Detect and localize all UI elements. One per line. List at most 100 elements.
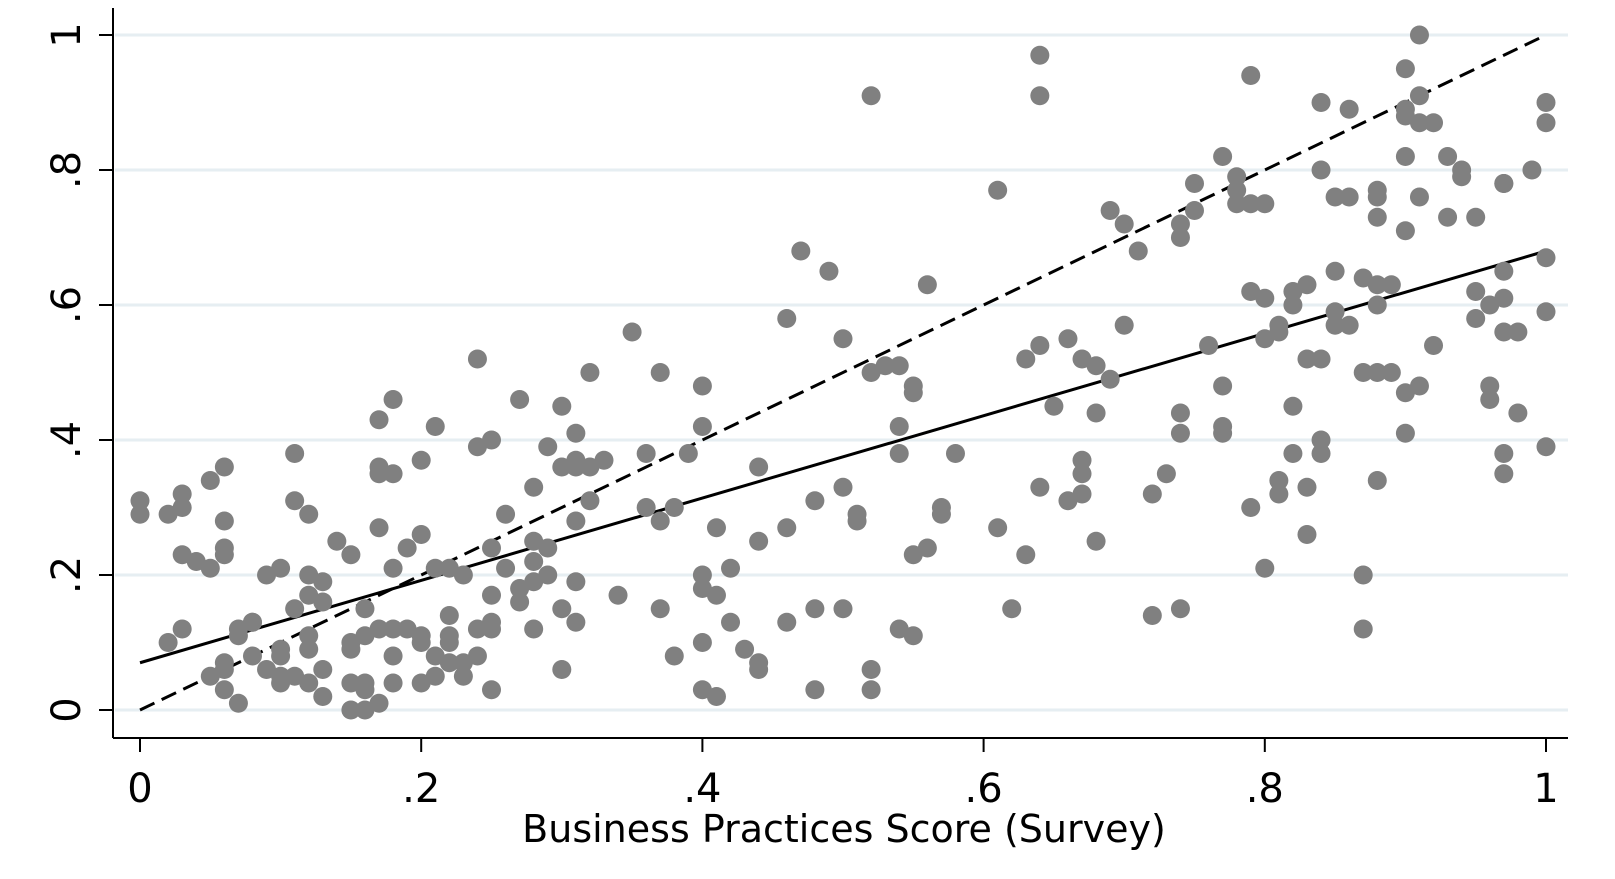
data-point [271, 666, 291, 686]
data-point [875, 356, 895, 376]
data-point [945, 444, 965, 463]
data-point [383, 558, 403, 578]
data-point [1409, 25, 1429, 45]
data-point [524, 531, 544, 551]
data-point [524, 477, 544, 497]
data-point [692, 565, 712, 585]
data-point [1255, 288, 1275, 308]
data-point [1367, 363, 1387, 382]
data-point [299, 626, 319, 646]
data-point [1297, 477, 1317, 497]
data-point [172, 484, 192, 504]
data-point [1170, 214, 1190, 234]
data-point [467, 349, 487, 369]
data-point [580, 363, 600, 382]
data-point [622, 322, 642, 342]
data-point [257, 565, 277, 585]
data-point [917, 538, 937, 558]
data-point [1030, 86, 1050, 106]
data-point [228, 626, 248, 646]
data-point [1466, 207, 1486, 227]
data-point [482, 680, 501, 700]
data-point [1199, 336, 1219, 355]
data-point [833, 329, 853, 349]
data-point [1255, 329, 1275, 349]
data-point [453, 565, 473, 585]
data-point [172, 498, 192, 517]
data-point [538, 538, 558, 558]
data-point [299, 585, 319, 605]
data-point [1269, 471, 1289, 490]
y-tick-label: .6 [44, 286, 90, 324]
data-point [1424, 113, 1444, 133]
data-point [1438, 147, 1458, 166]
data-point [566, 572, 586, 592]
data-point [1339, 99, 1359, 119]
data-point [1030, 45, 1050, 65]
data-point [1283, 396, 1303, 416]
data-point [1409, 86, 1429, 106]
data-point [242, 646, 262, 666]
data-point [524, 572, 544, 592]
data-point [425, 417, 445, 436]
data-point [1381, 275, 1401, 295]
data-point [1297, 275, 1317, 295]
data-point [1311, 93, 1331, 112]
data-point [228, 693, 248, 713]
data-point [889, 619, 909, 639]
data-point [341, 673, 361, 693]
y-tick-label: 0 [44, 697, 90, 722]
fit-lines [139, 33, 1547, 712]
data-point [566, 612, 586, 632]
data-point [1311, 349, 1331, 369]
data-point [805, 491, 825, 511]
data-point [453, 653, 473, 673]
data-point [889, 444, 909, 463]
data-point [988, 518, 1008, 538]
data-point [1409, 187, 1429, 207]
data-point [257, 660, 277, 679]
data-point [580, 491, 600, 511]
data-point [636, 444, 656, 463]
data-point [1536, 437, 1556, 457]
data-point [496, 558, 516, 578]
data-point [130, 491, 150, 511]
data-point [1114, 315, 1134, 335]
data-point [1409, 113, 1429, 133]
grid-lines [115, 33, 1568, 712]
data-point [566, 457, 586, 477]
data-point [383, 673, 403, 693]
data-point [411, 525, 431, 544]
data-point [1466, 309, 1486, 328]
data-point [1100, 201, 1120, 220]
data-point [664, 498, 684, 517]
data-point [833, 477, 853, 497]
data-point [327, 531, 347, 551]
data-point [383, 464, 403, 484]
data-point [1227, 194, 1247, 214]
data-point [903, 376, 923, 396]
data-point [1086, 356, 1106, 376]
data-point [1156, 464, 1176, 484]
data-point [1297, 525, 1317, 544]
data-point [721, 612, 741, 632]
data-point [1072, 349, 1092, 369]
data-point [1522, 160, 1542, 180]
data-point [214, 545, 234, 565]
data-point [425, 558, 445, 578]
data-point [496, 504, 516, 524]
data-point [1227, 180, 1247, 200]
data-point [749, 653, 769, 673]
data-point [1241, 282, 1261, 301]
data-point [819, 261, 839, 281]
data-point [1142, 484, 1162, 504]
data-point [1339, 315, 1359, 335]
x-tick-label: .8 [1246, 766, 1284, 812]
data-point [1241, 194, 1261, 214]
data-point [1367, 207, 1387, 227]
data-point [777, 518, 797, 538]
fit-line-dashed [139, 33, 1547, 712]
data-point [214, 457, 234, 477]
data-point [299, 673, 319, 693]
data-point [411, 450, 431, 470]
